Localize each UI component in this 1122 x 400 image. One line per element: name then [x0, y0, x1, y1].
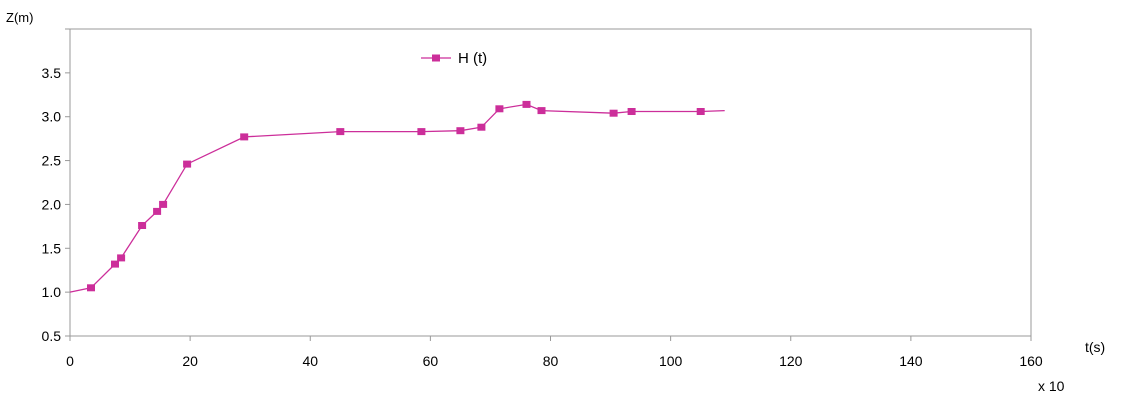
- data-point: [609, 109, 618, 117]
- x-tick-label: 80: [543, 353, 559, 369]
- y-tick-label: 2.0: [42, 196, 62, 212]
- legend-marker: [432, 54, 440, 62]
- x-tick-label: 160: [1019, 353, 1043, 369]
- y-tick-label: 3.0: [42, 109, 62, 125]
- y-tick-label: 1.5: [42, 240, 62, 256]
- x-tick-label: 120: [779, 353, 803, 369]
- data-point: [117, 254, 126, 262]
- data-point: [159, 200, 168, 208]
- data-point: [627, 108, 636, 115]
- legend-label: H (t): [458, 50, 487, 67]
- x-axis: 0 20 40 60 80 100 120 140 160: [66, 336, 1043, 369]
- data-point: [537, 107, 546, 115]
- x-axis-label: t(s): [1085, 339, 1105, 355]
- legend: H (t): [421, 50, 487, 67]
- data-point: [138, 222, 147, 229]
- y-axis: 0.5 1.0 1.5 2.0 2.5 3.0 3.5: [42, 28, 70, 344]
- x-tick-label: 140: [899, 353, 923, 369]
- y-tick-label: 1.0: [42, 284, 62, 300]
- y-axis-label: Z(m): [6, 10, 33, 25]
- data-point: [495, 105, 504, 113]
- y-tick-label: 2.5: [42, 153, 62, 169]
- data-point: [336, 128, 345, 136]
- series-line-h-t: [69, 103, 725, 293]
- data-point: [87, 284, 95, 292]
- x-tick-label: 0: [66, 353, 74, 369]
- data-point: [240, 133, 249, 141]
- data-point: [183, 160, 192, 168]
- data-point: [477, 123, 486, 131]
- data-point: [522, 100, 531, 108]
- y-tick-label: 0.5: [42, 328, 62, 344]
- y-tick-label: 3.5: [42, 65, 62, 81]
- data-point: [456, 127, 465, 135]
- x-tick-label: 100: [659, 353, 683, 369]
- x-axis-multiplier: x 10: [1038, 378, 1065, 394]
- series-markers: [87, 100, 705, 292]
- plot-area: [69, 28, 1032, 337]
- x-tick-label: 60: [423, 353, 439, 369]
- x-tick-label: 40: [302, 353, 318, 369]
- data-point: [111, 260, 119, 268]
- x-tick-label: 20: [182, 353, 198, 369]
- data-point: [153, 207, 162, 215]
- data-point: [417, 128, 426, 136]
- data-point: [696, 108, 705, 115]
